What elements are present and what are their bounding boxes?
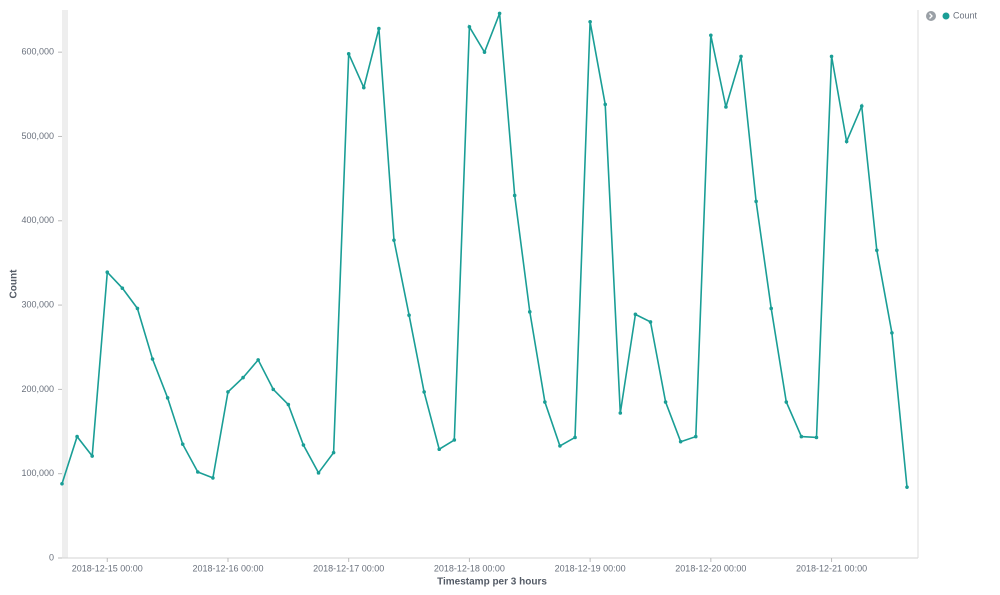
point: [678, 439, 683, 444]
legend-marker: [942, 12, 950, 20]
point: [588, 20, 592, 24]
point: [346, 52, 351, 56]
point: [165, 396, 170, 400]
point: [135, 306, 140, 311]
point: [693, 434, 698, 439]
point: [905, 485, 909, 489]
point: [859, 104, 864, 108]
legend-toggle-icon: [929, 13, 933, 19]
point: [75, 434, 79, 439]
point: [271, 387, 276, 392]
point: [180, 442, 185, 446]
point: [150, 357, 155, 361]
point: [844, 139, 849, 144]
point: [618, 411, 623, 415]
point: [724, 105, 728, 109]
point: [120, 286, 125, 291]
point: [784, 400, 789, 404]
x-tick-label: 2018-12-19 00:00: [555, 563, 626, 573]
y-tick-label: 400,000: [21, 215, 54, 225]
point: [196, 470, 200, 474]
y-tick-label: 300,000: [21, 299, 54, 309]
x-axis-title: Timestamp per 3 hours: [437, 577, 547, 588]
x-tick-label: 2018-12-18 00:00: [434, 563, 505, 573]
point: [452, 438, 457, 442]
y-tick-label: 0: [49, 552, 54, 562]
point: [754, 199, 758, 204]
point: [890, 331, 894, 335]
point: [573, 435, 577, 440]
point: [769, 306, 773, 311]
x-tick-label: 2018-12-15 00:00: [72, 563, 143, 573]
y-tick-label: 100,000: [21, 468, 54, 478]
point: [799, 434, 804, 439]
point: [527, 310, 532, 314]
point: [437, 447, 442, 452]
point: [256, 358, 260, 362]
point: [392, 238, 396, 242]
x-tick-label: 2018-12-20 00:00: [675, 563, 746, 573]
point: [211, 476, 215, 480]
point: [407, 313, 411, 317]
y-tick-label: 200,000: [21, 384, 54, 394]
point: [633, 312, 638, 317]
point: [377, 26, 381, 31]
point: [241, 375, 245, 380]
point: [814, 435, 819, 440]
point: [558, 444, 562, 448]
point: [875, 248, 879, 253]
series-line: [61, 13, 908, 488]
point: [543, 400, 547, 404]
point: [709, 33, 713, 38]
point: [512, 193, 517, 198]
point: [422, 390, 426, 394]
point: [301, 443, 306, 447]
point: [482, 50, 487, 54]
x-tick-label: 2018-12-17 00:00: [313, 563, 384, 573]
point: [663, 400, 668, 404]
point: [286, 402, 291, 407]
point: [648, 320, 653, 324]
point: [603, 102, 608, 107]
point: [497, 11, 502, 16]
point: [829, 54, 834, 59]
x-tick-label: 2018-12-16 00:00: [192, 563, 263, 573]
point: [361, 85, 366, 90]
legend-toggle[interactable]: [926, 11, 936, 21]
point: [60, 482, 64, 486]
y-axis-band: [62, 10, 68, 558]
point: [331, 450, 336, 455]
legend-label: Count: [953, 10, 978, 20]
point: [226, 390, 230, 394]
point: [90, 454, 94, 458]
y-axis-title: Count: [9, 269, 20, 299]
point: [467, 25, 472, 29]
y-tick-label: 600,000: [21, 47, 54, 57]
x-tick-label: 2018-12-21 00:00: [796, 563, 867, 573]
point: [105, 270, 110, 274]
y-tick-label: 500,000: [21, 131, 54, 141]
point: [316, 471, 321, 475]
point: [739, 54, 743, 59]
